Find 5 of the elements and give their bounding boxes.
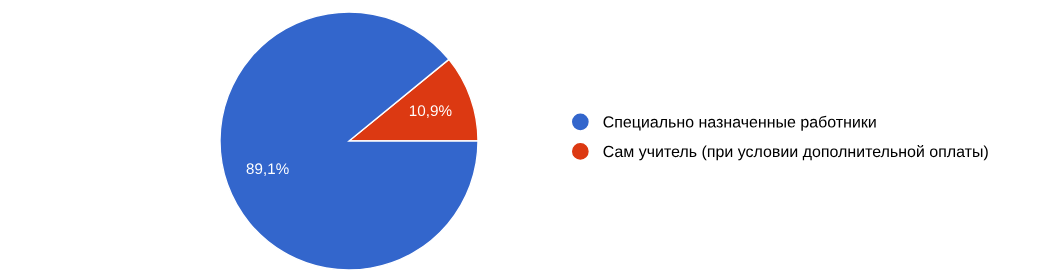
pie-slice	[219, 11, 479, 271]
data-label: 89,1%	[246, 163, 289, 176]
data-label: 10,9%	[409, 105, 452, 118]
legend-label: Специально назначенные работники	[603, 115, 876, 131]
legend-label: Сам учитель (при условии дополнительной оплаты)	[603, 145, 988, 161]
